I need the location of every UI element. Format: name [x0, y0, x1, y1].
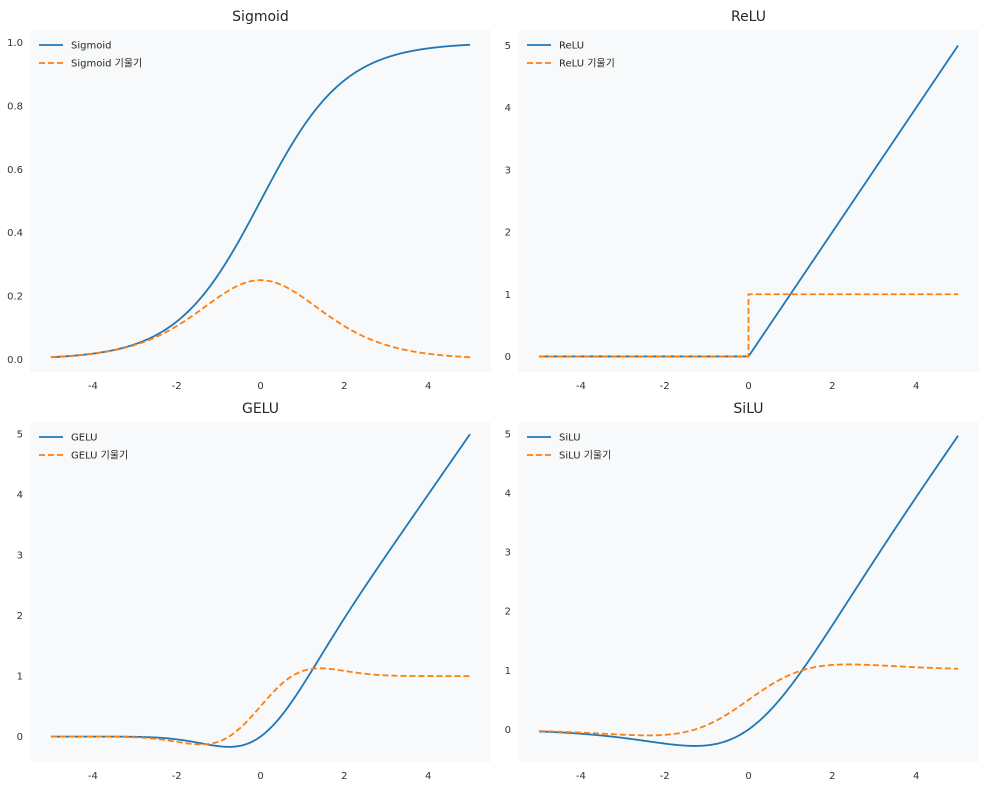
x-tick-label: 4: [913, 381, 919, 392]
legend-label: SiLU 기울기: [559, 450, 611, 462]
y-tick-label: 5: [505, 41, 511, 52]
y-tick-label: 0.8: [7, 102, 23, 113]
y-tick-label: 3: [17, 551, 23, 562]
y-tick-label: 1: [17, 672, 23, 683]
x-tick-label: 0: [257, 381, 263, 392]
y-tick-label: 1: [505, 290, 511, 301]
x-tick-label: -2: [172, 381, 182, 392]
x-tick-label: 4: [425, 381, 431, 392]
subplot-title: GELU: [242, 401, 279, 417]
y-tick-label: 4: [505, 488, 511, 499]
x-tick-label: 2: [341, 771, 347, 782]
y-tick-label: 4: [505, 103, 511, 114]
x-tick-label: -4: [88, 381, 98, 392]
y-tick-label: 0.6: [7, 165, 23, 176]
subplot-title: Sigmoid: [232, 9, 289, 25]
plot-area: [518, 30, 979, 372]
subplot-gelu: GELU -4 -2 0 2 4 0 1 2 3 4 5 GELU GELU 기울기: [17, 401, 491, 782]
y-tick-label: 3: [505, 548, 511, 559]
x-tick-label: -2: [172, 771, 182, 782]
legend-label: ReLU 기울기: [559, 58, 615, 70]
y-tick-label: 0.4: [7, 228, 23, 239]
x-tick-label: 2: [341, 381, 347, 392]
subplot-sigmoid: Sigmoid -4 -2 0 2 4 0.0 0.2 0.4 0.6 0.8 1.0 Sigmoid S…: [7, 9, 491, 392]
x-tick-label: 0: [745, 771, 751, 782]
x-tick-label: 0: [745, 381, 751, 392]
x-tick-label: 4: [425, 771, 431, 782]
y-tick-label: 1.0: [7, 38, 23, 49]
y-tick-label: 0: [505, 725, 511, 736]
y-tick-label: 0.2: [7, 292, 23, 303]
x-tick-label: 2: [829, 771, 835, 782]
derivative-line: [50, 279, 471, 359]
function-line: [538, 435, 959, 747]
y-tick-label: 2: [505, 228, 511, 239]
legend-label: GELU 기울기: [71, 450, 128, 462]
y-tick-label: 3: [505, 165, 511, 176]
x-tick-label: -4: [88, 771, 98, 782]
plot-area: [30, 422, 491, 762]
legend-label: ReLU: [559, 41, 584, 52]
x-tick-label: 4: [913, 771, 919, 782]
y-tick-label: 2: [17, 611, 23, 622]
y-tick-label: 5: [17, 430, 23, 441]
function-line: [50, 433, 471, 748]
y-tick-label: 0: [505, 352, 511, 363]
subplot-title: SiLU: [733, 401, 763, 417]
x-tick-label: 2: [829, 381, 835, 392]
x-tick-label: -2: [660, 381, 670, 392]
legend-label: GELU: [71, 433, 97, 444]
subplot-silu: SiLU -4 -2 0 2 4 0 1 2 3 4 5 SiLU SiLU 기울기: [505, 401, 979, 782]
y-tick-label: 0: [17, 732, 23, 743]
derivative-line: [538, 663, 959, 737]
y-tick-label: 5: [505, 429, 511, 440]
subplot-title: ReLU: [731, 9, 766, 25]
subplot-relu: ReLU -4 -2 0 2 4 0 1 2 3 4 5 ReLU ReLU 기울기: [505, 9, 979, 392]
legend-label: SiLU: [559, 433, 581, 444]
plot-area: [518, 422, 979, 762]
legend-label: Sigmoid: [71, 41, 111, 52]
x-tick-label: 0: [257, 771, 263, 782]
x-tick-label: -4: [576, 771, 586, 782]
y-tick-label: 1: [505, 666, 511, 677]
x-tick-label: -2: [660, 771, 670, 782]
y-tick-label: 2: [505, 607, 511, 618]
y-tick-label: 4: [17, 490, 23, 501]
y-tick-label: 0.0: [7, 355, 23, 366]
function-line: [50, 43, 471, 359]
legend-label: Sigmoid 기울기: [71, 58, 142, 70]
x-tick-label: -4: [576, 381, 586, 392]
